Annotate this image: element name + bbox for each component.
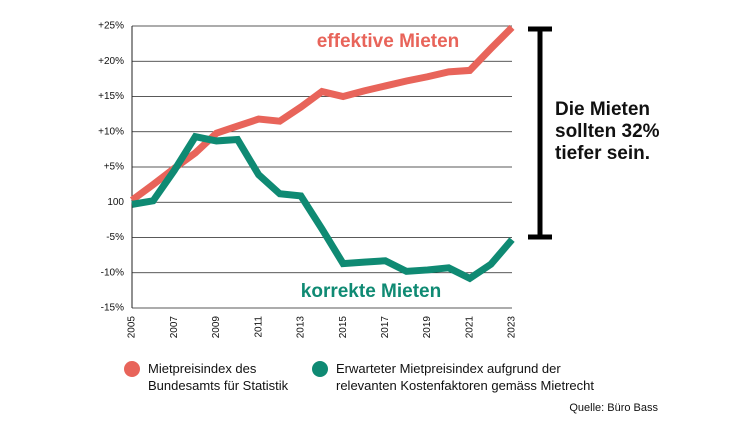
x-tick-label: 2011 — [253, 316, 264, 338]
x-tick-label: 2009 — [211, 316, 222, 339]
x-tick-label: 2005 — [127, 316, 138, 339]
series-line — [129, 24, 515, 203]
annotation: effektive Mieten — [317, 31, 460, 52]
legend-label: Mietpreisindex des Bundesamts für Statis… — [148, 361, 289, 393]
y-tick-label: +10% — [98, 126, 124, 137]
x-tick-label: 2015 — [338, 316, 349, 339]
x-tick-label: 2019 — [422, 316, 433, 339]
legend-item: Mietpreisindex des Bundesamts für Statis… — [124, 360, 304, 394]
legend-swatch — [312, 361, 328, 377]
source: Quelle: Büro Bass — [569, 402, 658, 414]
y-tick-label: -10% — [101, 267, 124, 278]
x-tick-label: 2007 — [169, 316, 180, 339]
x-tick-label: 2021 — [464, 316, 475, 339]
x-tick-label: 2017 — [380, 316, 391, 339]
y-tick-label: +5% — [104, 162, 124, 173]
legend-swatch — [124, 361, 140, 377]
callout: sollten 32% — [555, 121, 660, 142]
y-tick-label: +20% — [98, 56, 124, 67]
y-tick-label: +25% — [98, 21, 124, 32]
annotation: korrekte Mieten — [301, 281, 441, 302]
y-tick-label: +15% — [98, 91, 124, 102]
y-tick-label: 100 — [107, 197, 124, 208]
chart: -15% -10% -5% 100 +5% +10% +15% +20% +25% 2005 200… — [98, 21, 660, 339]
callout: Die Mieten — [555, 99, 650, 120]
x-tick-label: 2013 — [296, 316, 307, 339]
y-tick-label: -5% — [106, 232, 124, 243]
legend-item: Erwarteter Mietpreisindex aufgrund der r… — [312, 360, 612, 394]
y-tick-label: -15% — [101, 303, 124, 314]
legend-label: Erwarteter Mietpreisindex aufgrund der r… — [336, 361, 594, 393]
x-tick-label: 2023 — [507, 316, 518, 339]
series-line — [131, 132, 515, 283]
callout: tiefer sein. — [555, 143, 650, 164]
